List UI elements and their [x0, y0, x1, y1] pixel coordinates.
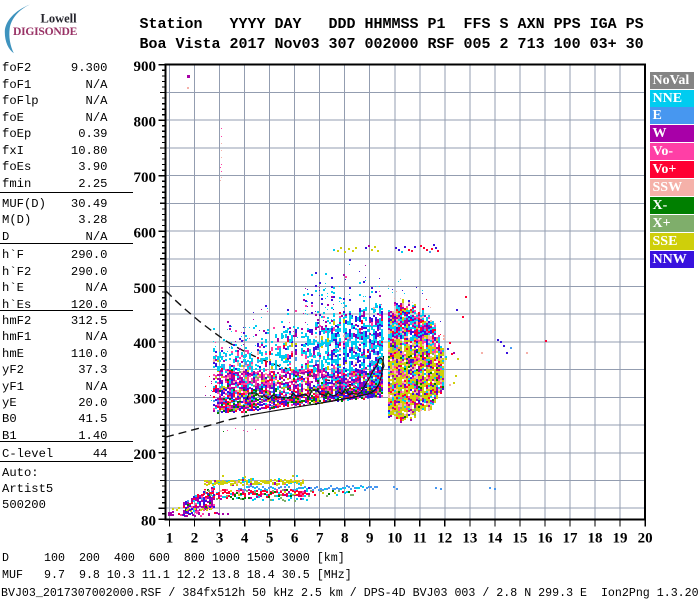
svg-text:14: 14: [487, 531, 503, 547]
svg-text:10: 10: [387, 531, 402, 547]
svg-text:Lowell: Lowell: [41, 12, 78, 26]
svg-text:5: 5: [266, 531, 274, 547]
svg-text:2: 2: [191, 531, 199, 547]
svg-text:17: 17: [563, 531, 579, 547]
svg-text:20: 20: [638, 531, 653, 547]
svg-text:18: 18: [588, 531, 603, 547]
svg-text:6: 6: [291, 531, 299, 547]
svg-text:4: 4: [241, 531, 249, 547]
svg-text:900: 900: [134, 59, 157, 75]
svg-text:DIGISONDE: DIGISONDE: [13, 25, 78, 38]
svg-text:300: 300: [134, 392, 157, 408]
svg-text:400: 400: [134, 336, 157, 352]
svg-text:7: 7: [316, 531, 324, 547]
svg-text:16: 16: [538, 531, 554, 547]
svg-text:700: 700: [134, 170, 157, 186]
svg-text:800: 800: [134, 115, 157, 131]
svg-text:600: 600: [134, 225, 157, 241]
svg-text:9: 9: [366, 531, 374, 547]
svg-text:19: 19: [613, 531, 628, 547]
svg-text:12: 12: [437, 531, 452, 547]
svg-text:15: 15: [512, 531, 527, 547]
svg-text:11: 11: [413, 531, 427, 547]
svg-text:500: 500: [134, 281, 157, 297]
svg-text:3: 3: [216, 531, 224, 547]
svg-text:80: 80: [141, 514, 156, 530]
svg-text:1: 1: [166, 531, 174, 547]
svg-text:13: 13: [462, 531, 477, 547]
svg-text:8: 8: [341, 531, 349, 547]
svg-text:200: 200: [134, 447, 157, 463]
